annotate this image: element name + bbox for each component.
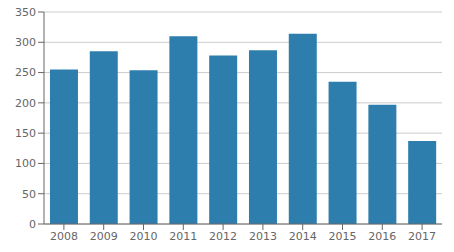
svg-text:250: 250	[15, 66, 36, 79]
svg-text:2013: 2013	[249, 230, 277, 243]
svg-text:300: 300	[15, 36, 36, 49]
svg-text:50: 50	[22, 188, 36, 201]
svg-text:2011: 2011	[169, 230, 197, 243]
svg-text:350: 350	[15, 6, 36, 19]
svg-text:0: 0	[29, 218, 36, 231]
svg-text:2012: 2012	[209, 230, 237, 243]
svg-text:2017: 2017	[408, 230, 436, 243]
svg-text:100: 100	[15, 157, 36, 170]
svg-text:2014: 2014	[289, 230, 317, 243]
svg-text:2015: 2015	[329, 230, 357, 243]
svg-text:2010: 2010	[130, 230, 158, 243]
svg-text:2008: 2008	[50, 230, 78, 243]
svg-text:150: 150	[15, 127, 36, 140]
svg-text:2016: 2016	[368, 230, 396, 243]
svg-text:2009: 2009	[90, 230, 118, 243]
svg-text:200: 200	[15, 97, 36, 110]
